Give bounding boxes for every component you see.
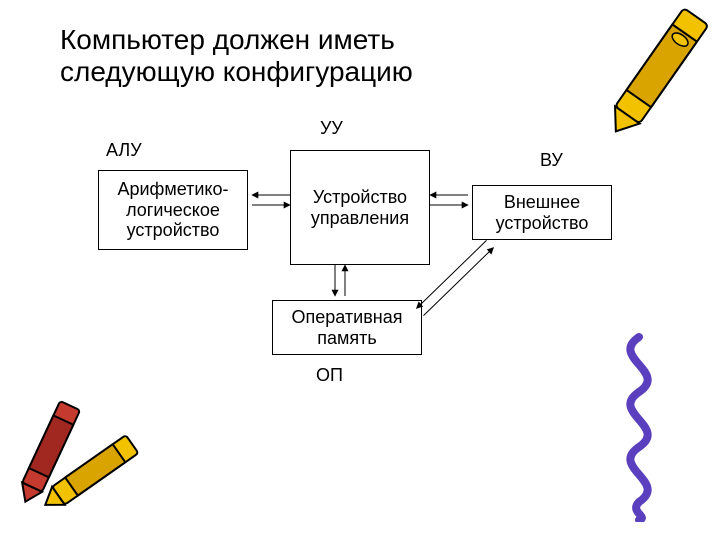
node-ram: Оперативная память [272, 300, 422, 355]
abbr-ram: ОП [316, 365, 343, 386]
abbr-cu: УУ [320, 118, 343, 139]
crayons-bottom-left-icon [6, 390, 176, 540]
abbr-alu: АЛУ [106, 140, 142, 161]
node-ext: Внешнее устройство [472, 185, 612, 240]
slide-stage: Компьютер должен иметь следующую конфигу… [0, 0, 720, 540]
node-cu-label: Устройство управления [311, 187, 409, 228]
node-cu: Устройство управления [290, 150, 430, 265]
slide-title: Компьютер должен иметь следующую конфигу… [60, 24, 413, 88]
abbr-ext: ВУ [540, 150, 563, 171]
node-ext-label: Внешнее устройство [496, 192, 589, 233]
node-alu: Арифметико- логическое устройство [98, 170, 248, 250]
node-ram-label: Оперативная память [292, 307, 403, 348]
node-alu-label: Арифметико- логическое устройство [117, 179, 228, 241]
squiggle-icon [604, 332, 674, 522]
crayon-top-right-icon [586, 0, 720, 154]
